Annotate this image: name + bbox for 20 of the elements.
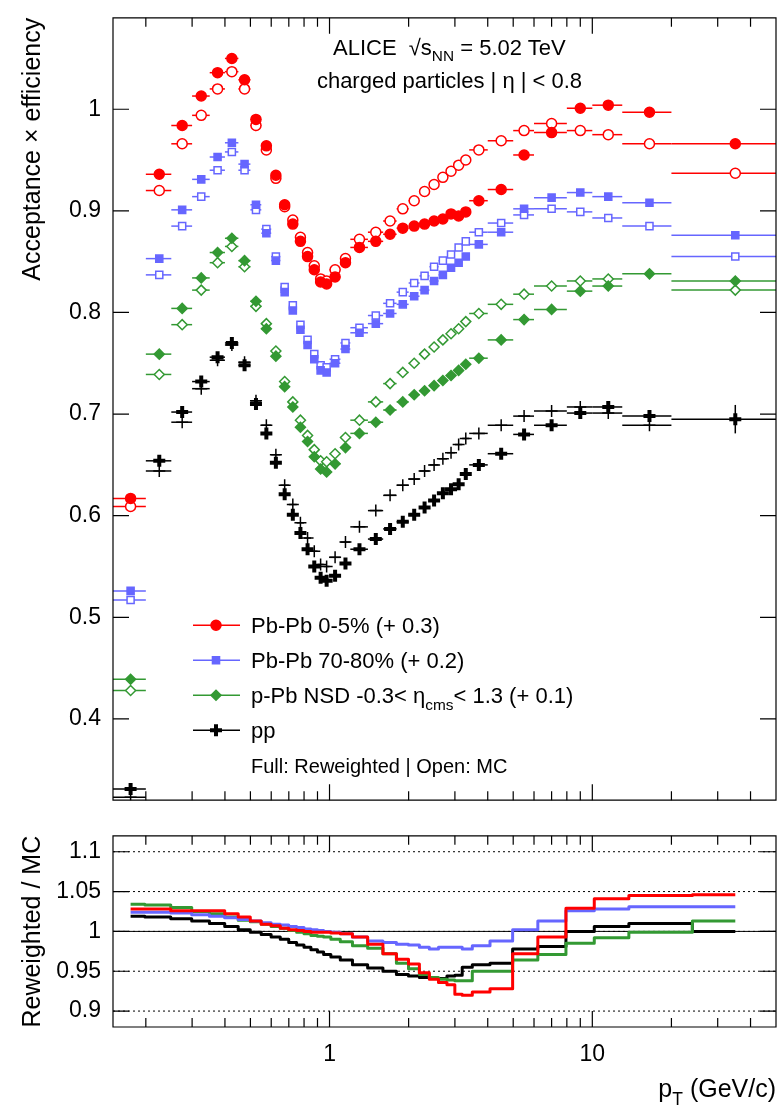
y-tick-label: 0.95 — [56, 956, 101, 983]
y-tick-label: 0.9 — [69, 996, 101, 1023]
x-tick-label: 10 — [579, 1040, 606, 1067]
y-axis-title: Acceptance × efficiency — [17, 17, 45, 281]
legend-label: Pb-Pb 70-80% (+ 0.2) — [251, 648, 465, 674]
y-tick-label: 0.9 — [69, 196, 101, 223]
y-tick-label: 1.05 — [56, 876, 101, 903]
y-tick-label: 1 — [88, 94, 101, 121]
y-tick-label: 0.7 — [69, 399, 101, 426]
y-tick-label: 0.5 — [69, 602, 101, 629]
annotation: Full: Reweighted | Open: MC — [251, 755, 508, 778]
y-tick-label: 0.8 — [69, 297, 101, 324]
legend-label: pp — [251, 718, 276, 744]
y-tick-label: 1.1 — [69, 837, 101, 864]
text: charged particles | η | < 0.8 — [316, 67, 583, 93]
legend-label: Pb-Pb 0-5% (+ 0.3) — [251, 613, 440, 639]
y-tick-label: 1 — [88, 916, 101, 943]
y-axis-title: Reweighted / MC — [17, 835, 45, 1028]
y-tick-label: 0.6 — [69, 501, 101, 528]
y-tick-label: 0.4 — [69, 704, 102, 731]
